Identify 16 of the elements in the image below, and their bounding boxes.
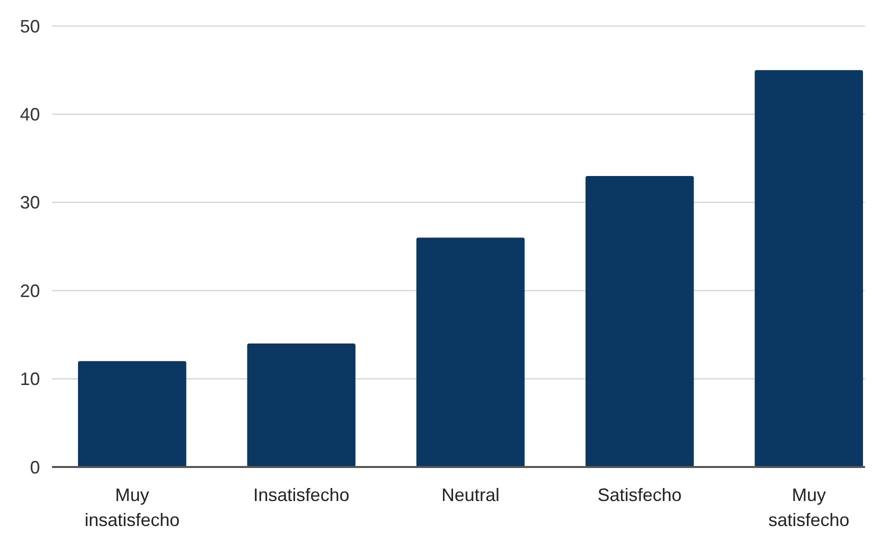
x-tick-label: Satisfecho	[598, 485, 682, 505]
x-tick-label: Muy insatisfecho	[84, 485, 180, 530]
y-tick-label: 0	[30, 457, 40, 478]
bar	[416, 238, 525, 467]
x-tick-label: Muy satisfecho	[768, 485, 850, 530]
bar	[586, 176, 694, 467]
y-tick-label: 40	[20, 104, 40, 124]
y-tick-label: 10	[20, 369, 40, 390]
y-tick-label: 50	[20, 16, 40, 36]
bar	[247, 344, 356, 467]
y-tick-label: 30	[20, 192, 40, 213]
x-tick-label: Neutral	[441, 485, 500, 505]
bar	[78, 361, 186, 467]
x-tick-label: Insatisfecho	[253, 485, 350, 505]
y-tick-label: 20	[20, 280, 40, 301]
bar	[754, 70, 863, 467]
